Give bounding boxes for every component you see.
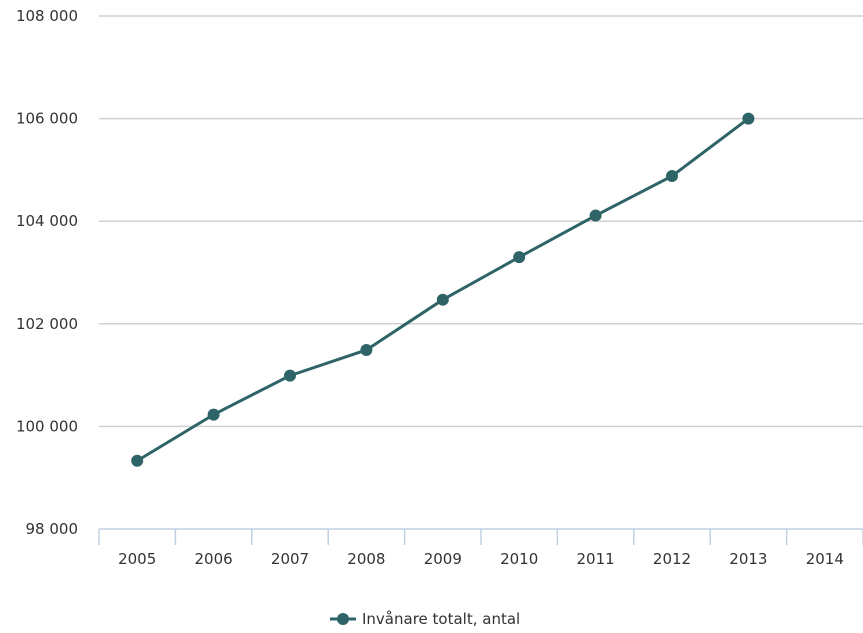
y-tick-label: 102 000 xyxy=(16,315,78,333)
data-point xyxy=(284,369,296,382)
gridlines xyxy=(99,15,863,428)
data-point xyxy=(207,408,220,421)
legend[interactable]: Invånare totalt, antal xyxy=(330,609,520,629)
series-line xyxy=(136,117,750,463)
data-point xyxy=(360,343,373,356)
data-point xyxy=(742,112,755,125)
data-point xyxy=(666,170,678,183)
y-tick-label: 104 000 xyxy=(16,212,78,230)
y-tick-label: 100 000 xyxy=(16,417,78,435)
legend-label: Invånare totalt, antal xyxy=(362,610,521,628)
x-tick-label: 2013 xyxy=(729,550,767,568)
data-point xyxy=(513,251,526,264)
y-tick-label: 106 000 xyxy=(16,110,78,128)
x-tick-label: 2010 xyxy=(500,550,538,568)
data-point xyxy=(131,454,144,467)
series-layer xyxy=(131,112,755,467)
data-point xyxy=(436,293,449,306)
x-tick-label: 2011 xyxy=(577,550,615,568)
x-tick-label: 2007 xyxy=(271,550,309,568)
x-tick-label: 2006 xyxy=(195,550,233,568)
x-tick-label: 2014 xyxy=(806,550,844,568)
data-point xyxy=(589,209,602,222)
legend-marker-icon xyxy=(330,613,356,625)
y-tick-label: 108 000 xyxy=(16,7,78,25)
y-tick-label: 98 000 xyxy=(26,520,79,538)
x-tick-label: 2005 xyxy=(118,550,156,568)
x-axis-ticks: 2005 2006 2007 2008 2009 2010 2011 2012 2013 2014 xyxy=(98,529,863,568)
x-tick-label: 2008 xyxy=(347,550,385,568)
y-axis-ticks: 98 000 100 000 102 000 104 000 106 000 108 00… xyxy=(16,7,78,538)
x-tick-label: 2009 xyxy=(424,550,462,568)
x-tick-label: 2012 xyxy=(653,550,691,568)
